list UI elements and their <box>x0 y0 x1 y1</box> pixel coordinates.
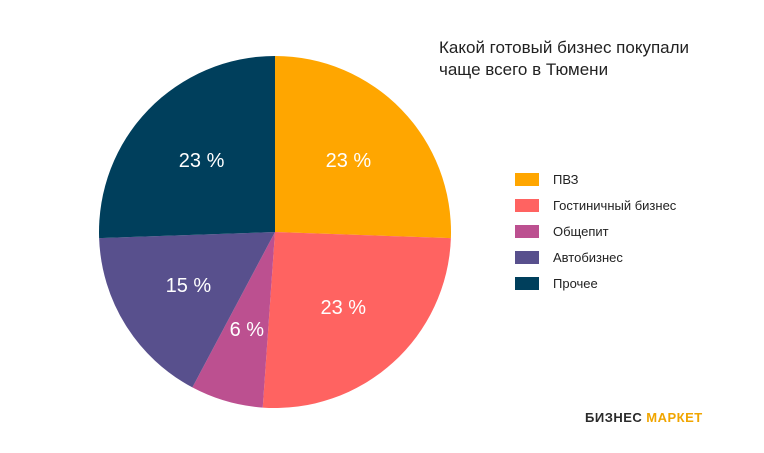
brand-logo-part2: МАРКЕТ <box>646 410 703 425</box>
legend-label-catering: Общепит <box>553 223 609 239</box>
legend-item-other: Прочее <box>515 275 676 291</box>
legend-label-pvz: ПВЗ <box>553 171 579 187</box>
brand-logo-part1: БИЗНЕС <box>585 410 643 425</box>
brand-logo: БИЗНЕС МАРКЕТ <box>585 410 703 425</box>
slice-label-other: 23 % <box>179 150 225 172</box>
legend-label-other: Прочее <box>553 275 598 291</box>
legend-label-hotel-business: Гостиничный бизнес <box>553 197 677 213</box>
legend-swatch-catering <box>515 224 539 238</box>
legend-item-catering: Общепит <box>515 223 676 239</box>
legend-item-hotel-business: Гостиничный бизнес <box>515 197 676 213</box>
legend-item-pvz: ПВЗ <box>515 171 676 187</box>
chart-legend: ПВЗ Гостиничный бизнес Общепит Автобизне… <box>515 171 676 301</box>
legend-swatch-other <box>515 276 539 290</box>
pie-slice-auto-business <box>99 232 276 388</box>
chart-title: Какой готовый бизнес покупали чаще всего… <box>439 37 739 81</box>
chart-title-line-1: Какой готовый бизнес покупали <box>439 38 690 57</box>
pie-slice-pvz <box>275 56 451 239</box>
chart-title-line-2: чаще всего в Тюмени <box>439 60 609 79</box>
legend-item-auto-business: Автобизнес <box>515 249 676 265</box>
slice-label-auto-business: 15 % <box>166 275 212 297</box>
pie-slice-hotel-business <box>262 232 451 408</box>
legend-label-auto-business: Автобизнес <box>553 249 623 265</box>
legend-swatch-auto-business <box>515 250 539 264</box>
slice-label-pvz: 23 % <box>326 150 372 172</box>
slice-label-hotel-business: 23 % <box>321 297 367 319</box>
legend-swatch-pvz <box>515 172 539 186</box>
pie-slice-other <box>99 56 275 239</box>
slice-label-catering: 6 % <box>230 319 265 341</box>
pie-slice-catering <box>192 232 275 408</box>
legend-swatch-hotel-business <box>515 198 539 212</box>
